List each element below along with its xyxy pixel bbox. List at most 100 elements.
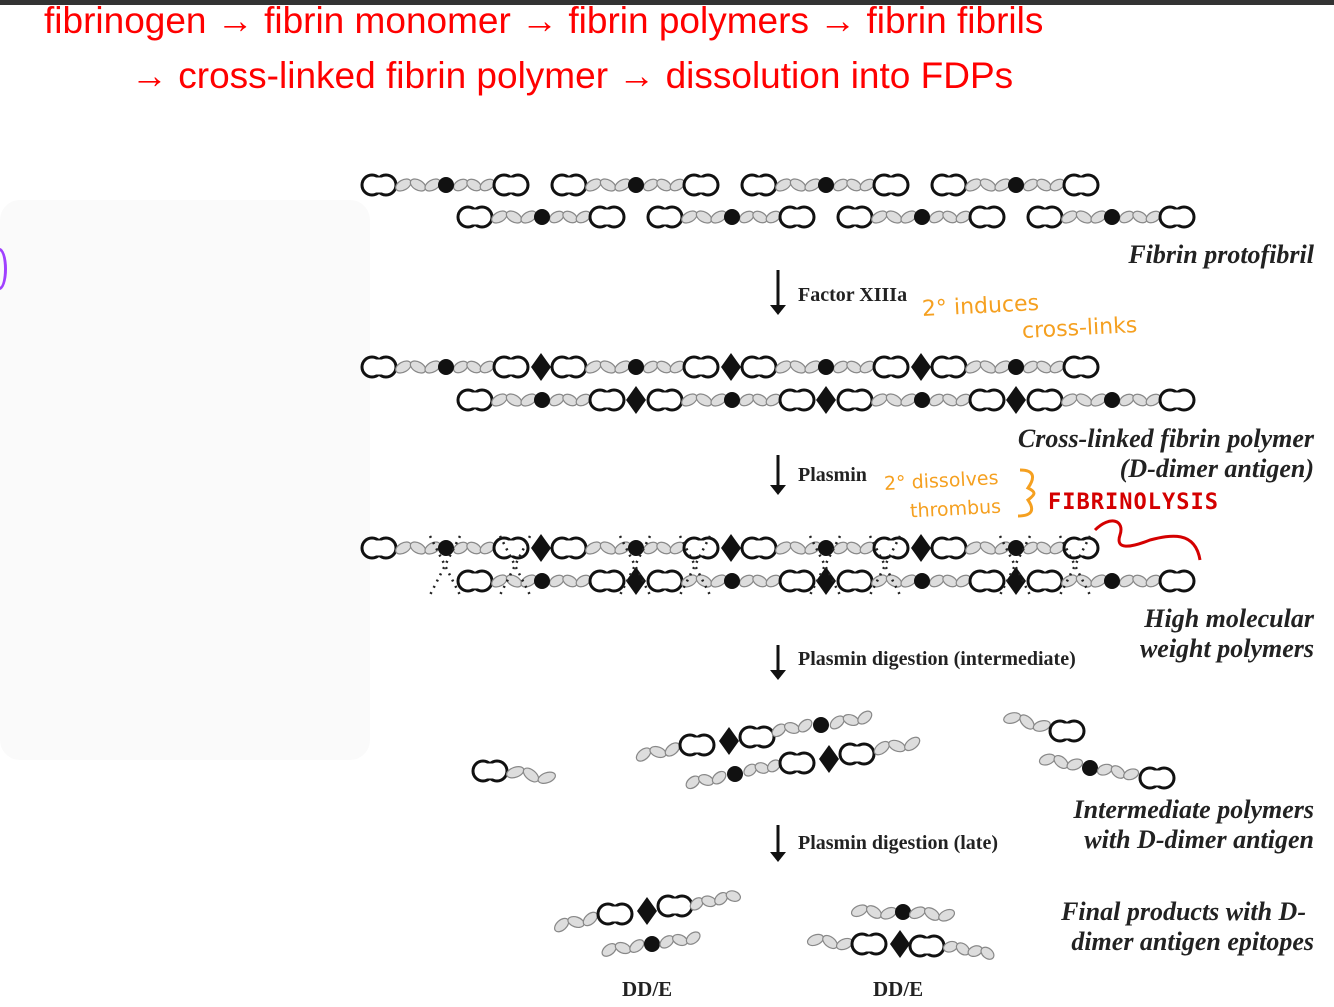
product-label-2: DD/E (873, 977, 924, 1001)
d-domain-fill (468, 392, 482, 408)
step-plasmin: Plasmin (798, 464, 867, 486)
d-domain-fill (1038, 392, 1052, 408)
e-domain-icon (438, 540, 454, 556)
d-domain-fill (752, 540, 766, 556)
coiled-coil-icon (601, 939, 645, 957)
coiled-coil-icon (1022, 178, 1066, 192)
e-domain-icon (818, 540, 834, 556)
d-domain-fill (752, 359, 766, 375)
coiled-coil-icon (506, 766, 556, 784)
d-domain-fill (790, 755, 804, 771)
headline-line-1: fibrinogen → fibrin monomer → fibrin pol… (44, 0, 1044, 41)
coiled-coil-icon (681, 393, 727, 407)
d-domain-fill (600, 209, 614, 225)
d-domain-fill (483, 763, 497, 779)
d-domain-fill (668, 898, 682, 914)
orange-brace (1017, 468, 1036, 518)
coiled-coil-icon (806, 933, 854, 951)
coiled-coil-icon (452, 360, 496, 374)
d-domain-fill (562, 359, 576, 375)
coiled-coil-icon (452, 178, 496, 192)
e-domain-icon (534, 209, 550, 225)
crosslink-icon (637, 897, 657, 925)
coiled-coil-icon (743, 759, 781, 777)
e-domain-icon (818, 177, 834, 193)
coiled-coil-icon (1061, 393, 1107, 407)
d-domain-fill (848, 573, 862, 589)
d-domain-fill (1074, 540, 1088, 556)
e-domain-icon (1104, 392, 1120, 408)
crosslink-icon (816, 386, 836, 414)
coiled-coil-icon (681, 210, 727, 224)
e-domain-icon (724, 392, 740, 408)
d-domain-fill (372, 540, 386, 556)
coiled-coil-icon (928, 393, 972, 407)
coiled-coil-icon (1061, 574, 1107, 588)
d-domain-fill (980, 209, 994, 225)
coiled-coil-icon (832, 541, 876, 555)
coiled-coil-icon (942, 940, 995, 960)
d-domain-fill (468, 209, 482, 225)
d-domain-fill (1170, 573, 1184, 589)
step-digestion-intermediate: Plasmin digestion (intermediate) (798, 648, 1076, 670)
coiled-coil-icon (659, 931, 701, 949)
d-domain-fill (752, 177, 766, 193)
d-domain-fill (862, 936, 876, 952)
headline-line-2: → cross-linked fibrin polymer → dissolut… (131, 55, 1014, 96)
coiled-coil-icon (1003, 712, 1051, 732)
e-domain-icon (914, 209, 930, 225)
e-domain-icon (1008, 359, 1024, 375)
crosslink-icon (531, 353, 551, 381)
e-domain-icon (818, 359, 834, 375)
d-domain-fill (1060, 723, 1074, 739)
d-domain-fill (658, 573, 672, 589)
product-label-1: DD/E (622, 977, 673, 1001)
coiled-coil-icon (1096, 763, 1140, 781)
erased-area (0, 200, 370, 760)
d-domain-fill (942, 540, 956, 556)
coiled-coil-icon (738, 393, 782, 407)
d-domain-fill (372, 359, 386, 375)
coiled-coil-icon (585, 541, 631, 555)
coiled-coil-icon (1022, 360, 1066, 374)
coiled-coil-icon (871, 393, 917, 407)
coiled-coil-icon (395, 360, 441, 374)
d-domain-fill (562, 177, 576, 193)
e-domain-icon (813, 717, 829, 733)
coiled-coil-icon (775, 178, 821, 192)
coiled-coil-icon (1038, 753, 1084, 771)
d-domain-fill (980, 392, 994, 408)
coiled-coil-icon (1118, 393, 1162, 407)
coiled-coil-icon (771, 718, 813, 738)
d-domain-fill (608, 906, 622, 922)
d-domain-fill (562, 540, 576, 556)
d-domain-fill (372, 177, 386, 193)
coiled-coil-icon (850, 904, 898, 920)
crosslink-icon (911, 353, 931, 381)
d-domain-fill (884, 177, 898, 193)
crosslink-icon (890, 930, 910, 958)
label-intermediate-2: with D-dimer antigen (1084, 825, 1314, 854)
coiled-coil-icon (491, 574, 537, 588)
coiled-coil-icon (1022, 541, 1066, 555)
coiled-coil-icon (738, 210, 782, 224)
e-domain-icon (534, 392, 550, 408)
window-top-bar (0, 0, 1334, 5)
d-domain-fill (848, 209, 862, 225)
label-hmw-2: weight polymers (1139, 634, 1314, 663)
coiled-coil-icon (965, 360, 1011, 374)
coiled-coil-icon (585, 360, 631, 374)
d-domain-fill (850, 746, 864, 762)
label-final-2: dimer antigen epitopes (1071, 927, 1314, 956)
label-final-1: Final products with D- (1061, 897, 1306, 926)
coiled-coil-icon (775, 360, 821, 374)
d-domain-fill (468, 573, 482, 589)
d-domain-fill (790, 573, 804, 589)
d-domain-fill (790, 209, 804, 225)
e-domain-icon (534, 573, 550, 589)
e-domain-icon (724, 209, 740, 225)
d-domain-fill (884, 540, 898, 556)
d-domain-fill (790, 392, 804, 408)
red-squiggle (1093, 519, 1202, 561)
